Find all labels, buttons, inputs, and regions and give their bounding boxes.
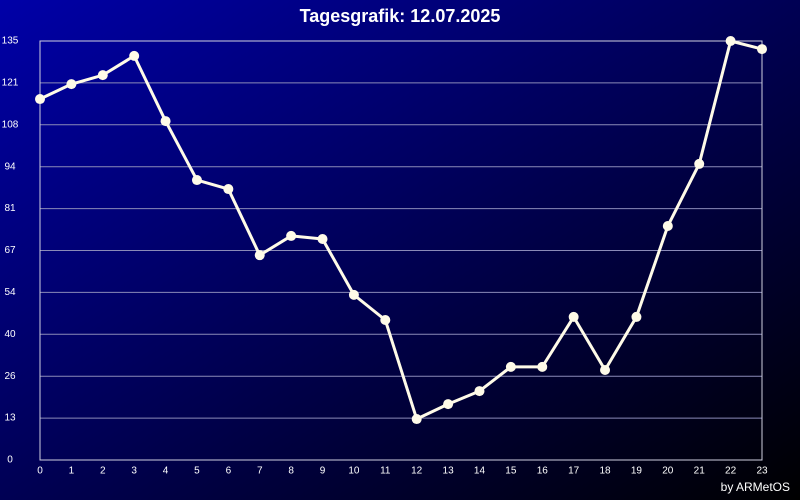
x-tick-label: 2	[100, 466, 106, 477]
x-tick-label: 10	[348, 466, 360, 477]
chart-title: Tagesgrafik: 12.07.2025	[300, 6, 501, 26]
point	[191, 175, 202, 186]
x-tick-label: 19	[631, 466, 643, 477]
x-tick-label: 18	[599, 466, 611, 477]
point	[474, 386, 485, 397]
point	[725, 36, 736, 46]
y-tick-label: 0	[7, 455, 13, 466]
point	[97, 70, 108, 81]
plot-border	[39, 40, 763, 461]
point	[600, 364, 611, 375]
x-tick-label: 17	[568, 466, 580, 477]
point	[505, 361, 516, 372]
point	[66, 79, 77, 90]
x-tick-label: 8	[288, 466, 294, 477]
point	[694, 158, 705, 169]
y-tick-label: 13	[4, 413, 16, 424]
x-tick-label: 1	[69, 466, 75, 477]
x-tick-label: 11	[380, 466, 391, 477]
point	[537, 361, 548, 372]
x-tick-label: 22	[725, 466, 737, 477]
x-tick-label: 21	[694, 466, 706, 477]
point	[662, 220, 673, 231]
point	[757, 44, 767, 55]
point	[631, 311, 642, 322]
point	[160, 116, 171, 127]
point	[348, 289, 359, 300]
point	[254, 250, 265, 261]
credit: by ARMetOS	[721, 480, 790, 494]
x-tick-label: 3	[131, 466, 137, 477]
y-tick-label: 121	[2, 78, 19, 89]
x-tick-label: 5	[194, 466, 200, 477]
point	[443, 399, 454, 410]
x-tick-label: 12	[411, 466, 423, 477]
x-tick-label: 23	[756, 466, 768, 477]
x-tick-label: 9	[320, 466, 326, 477]
point	[286, 230, 297, 241]
x-tick-label: 13	[443, 466, 455, 477]
y-tick-label: 54	[4, 287, 16, 298]
y-tick-label: 40	[4, 329, 16, 340]
y-tick-label: 108	[2, 119, 19, 130]
x-tick-label: 15	[505, 466, 517, 477]
x-tick-label: 20	[662, 466, 674, 477]
point	[411, 414, 422, 425]
point	[380, 315, 391, 326]
x-tick-label: 16	[537, 466, 549, 477]
line	[39, 39, 763, 421]
x-tick-label: 6	[226, 466, 232, 477]
x-tick-label: 14	[474, 466, 486, 477]
x-tick-label: 7	[257, 466, 263, 477]
point	[35, 94, 45, 105]
point	[317, 234, 328, 245]
x-tick-label: 0	[37, 466, 43, 477]
y-tick-label: 94	[4, 161, 16, 172]
point	[223, 184, 234, 195]
y-tick-label: 67	[4, 245, 16, 256]
y-tick-label: 81	[4, 203, 16, 214]
point	[129, 50, 140, 61]
y-tick-label: 135	[2, 36, 19, 47]
x-tick-label: 4	[163, 466, 169, 477]
y-tick-label: 26	[4, 371, 16, 382]
point	[568, 311, 579, 322]
